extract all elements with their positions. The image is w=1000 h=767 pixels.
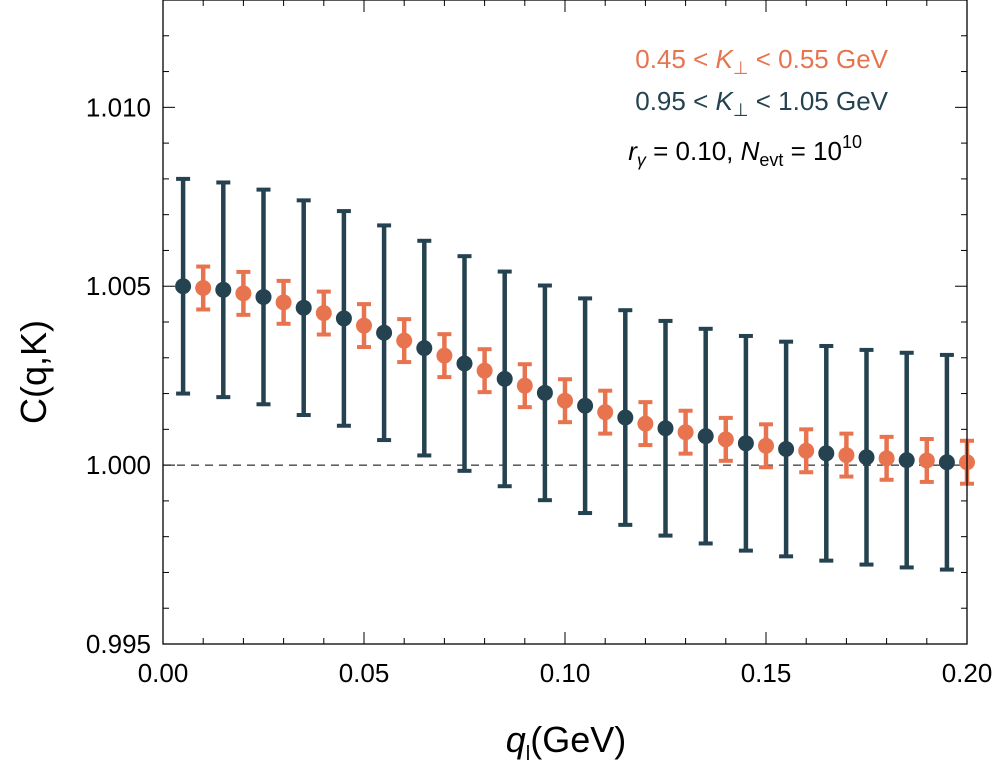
x-tick-label: 0.15 [741, 658, 792, 688]
data-point [577, 397, 594, 414]
data-point [416, 340, 433, 357]
tick-labels: 0.00 0.05 0.10 0.15 0.20 0.995 1.000 1.005 1.010 [86, 92, 992, 688]
data-point [898, 452, 915, 469]
x-tick-label: 0.10 [540, 658, 591, 688]
x-axis-label: ql(GeV) [506, 719, 627, 765]
data-point [235, 285, 252, 302]
y-tick-label: 0.995 [86, 629, 151, 659]
data-point [717, 431, 734, 448]
x-axis-subscript: l [526, 743, 530, 765]
data-point [356, 317, 372, 334]
data-point [778, 441, 795, 458]
series-orange [195, 264, 975, 486]
data-point [516, 377, 533, 394]
x-axis-symbol: q [506, 719, 526, 760]
data-point [275, 294, 292, 311]
data-point [617, 409, 634, 426]
data-point [938, 454, 955, 471]
data-point [758, 437, 774, 454]
y-tick-label: 1.010 [86, 92, 151, 122]
legend-entry-navy: 0.95 < K⊥ < 1.05 GeV [635, 86, 888, 120]
data-point [557, 392, 573, 409]
data-point [476, 362, 493, 379]
data-point [175, 278, 192, 295]
y-axis-label: C(q,K) [13, 320, 54, 424]
x-tick-label: 0.00 [138, 658, 189, 688]
data-point [255, 288, 272, 305]
y-tick-label: 1.000 [86, 450, 151, 480]
data-point [878, 450, 895, 467]
legend: 0.45 < K⊥ < 0.55 GeV 0.95 < K⊥ < 1.05 Ge… [628, 44, 888, 170]
data-point [496, 370, 513, 387]
x-tick-label: 0.05 [339, 658, 390, 688]
parameter-annotation: rγ = 0.10, Nevt = 1010 [628, 132, 862, 170]
data-point [215, 281, 232, 298]
x-axis-unit: (GeV) [530, 719, 626, 760]
data-point [456, 355, 473, 372]
data-point [818, 445, 835, 462]
data-point [677, 424, 694, 441]
x-tick-label: 0.20 [942, 658, 993, 688]
data-point [195, 280, 212, 297]
data-point [536, 384, 553, 401]
data-point [798, 442, 815, 459]
data-point [597, 404, 614, 421]
data-point [436, 347, 453, 364]
plot-frame [162, 0, 968, 645]
axis-ticks [162, 0, 968, 645]
data-point [295, 299, 312, 316]
data-point [838, 447, 855, 464]
y-tick-label: 1.005 [86, 271, 151, 301]
data-point [376, 324, 393, 341]
series-layer [175, 176, 975, 572]
data-point [918, 452, 935, 469]
data-point [315, 305, 332, 322]
legend-entry-orange: 0.45 < K⊥ < 0.55 GeV [635, 44, 888, 78]
data-point [657, 420, 674, 437]
data-point [858, 449, 875, 466]
data-point [335, 310, 352, 327]
data-point [396, 332, 413, 349]
data-point [737, 435, 754, 452]
data-point [697, 428, 714, 445]
series-navy [175, 176, 955, 572]
data-point [637, 415, 654, 432]
